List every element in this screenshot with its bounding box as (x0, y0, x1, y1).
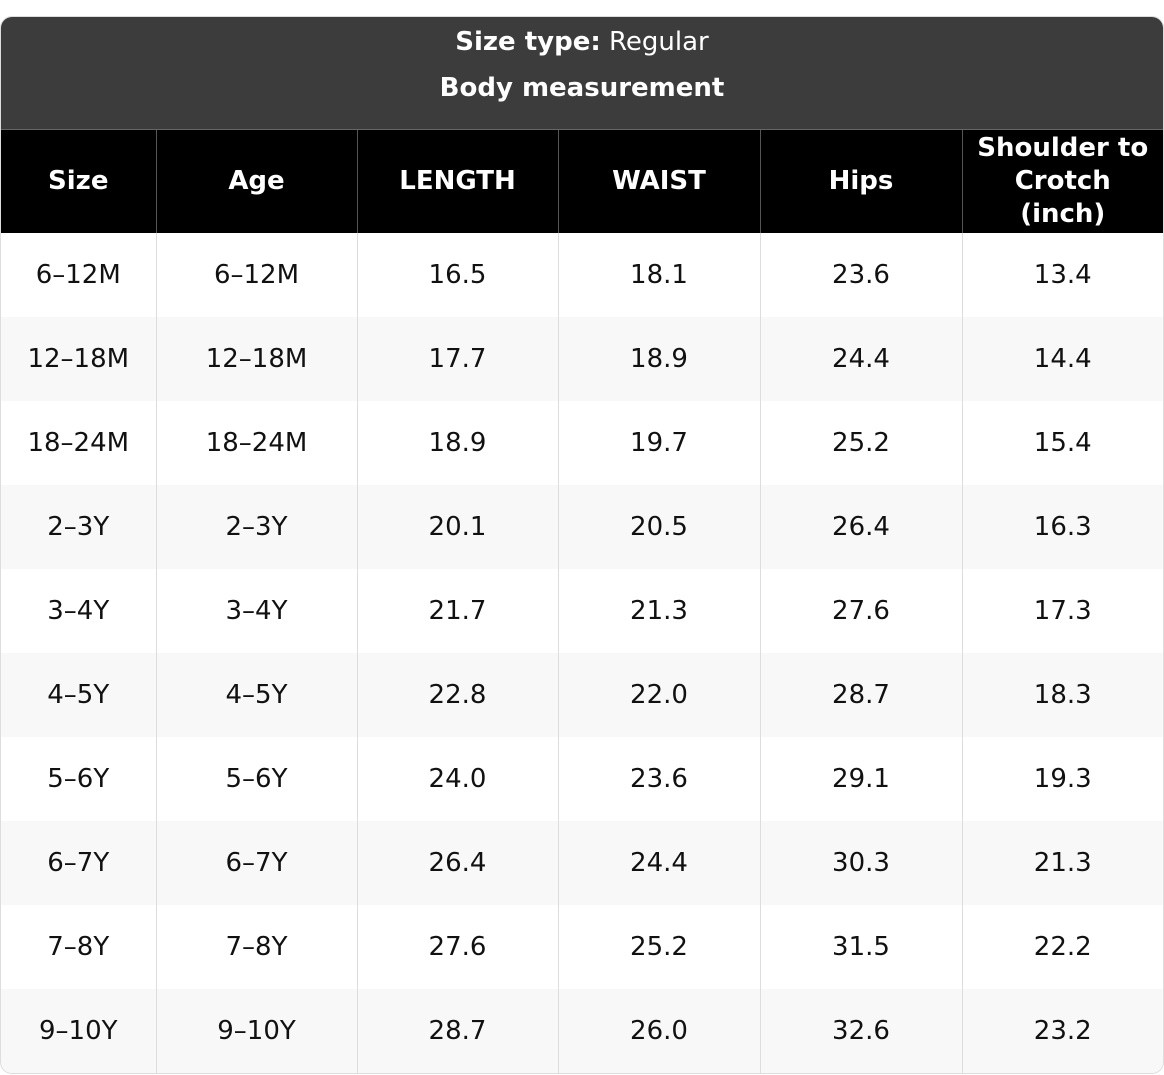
table-cell: 18.9 (557, 317, 760, 401)
size-chart: Size type: Regular Body measurement Size… (0, 16, 1164, 1074)
table-cell: 19.3 (961, 737, 1163, 821)
table-cell: 5–6Y (47, 764, 110, 794)
header-row: Size Age LENGTH WAIST Hips Shoulder to Crotch… (1, 130, 1163, 233)
table-cell: 6–12M (155, 233, 357, 317)
table-cell: 17.7 (356, 317, 558, 401)
table-cell: 21.3 (557, 569, 760, 653)
table-cell: 20.1 (356, 485, 558, 569)
table-row: 6–7Y 6–7Y 26.4 24.4 30.3 21.3 (1, 821, 1163, 905)
size-type-label: Size type: (455, 27, 601, 57)
table-cell: 28.7 (759, 653, 962, 737)
table-cell: 18.3 (961, 653, 1163, 737)
table-cell: 12–18M (1, 317, 156, 401)
table-cell: 30.3 (759, 821, 962, 905)
table-cell: 25.2 (759, 401, 962, 485)
table-cell: 26.0 (557, 989, 760, 1073)
size-type-value: Regular (609, 27, 709, 57)
table-cell: 7–8Y (47, 932, 110, 962)
table-cell: 24.4 (557, 821, 760, 905)
table-cell: 14.4 (961, 317, 1163, 401)
table-cell: 6–12M (35, 260, 121, 290)
table-cell: 32.6 (759, 989, 962, 1073)
table-cell: 18–24M (155, 401, 357, 485)
table-row: 2–3Y 2–3Y 20.1 20.5 26.4 16.3 (1, 485, 1163, 569)
table-cell: 26.4 (759, 485, 962, 569)
table-row: 6–12M 6–12M 16.5 18.1 23.6 13.4 (1, 233, 1163, 317)
table-cell: 18.9 (356, 401, 558, 485)
table-title: Body measurement (439, 73, 725, 103)
table-cell: 23.6 (759, 233, 962, 317)
table-cell: 26.4 (356, 821, 558, 905)
table-cell: 27.6 (759, 569, 962, 653)
table-cell: 4–5Y (155, 653, 357, 737)
table-cell: 13.4 (961, 233, 1163, 317)
table-cell: 6–7Y (1, 821, 156, 905)
table-cell: 4–5Y (1, 653, 156, 737)
table-cell: 2–3Y (155, 485, 357, 569)
table-row: 3–4Y 3–4Y 21.7 21.3 27.6 17.3 (1, 569, 1163, 653)
table-cell: 22.0 (557, 653, 760, 737)
size-type: Size type: Regular (1, 17, 1163, 63)
table-cell: 27.6 (356, 905, 558, 989)
measurement-table: Size Age LENGTH WAIST Hips Shoulder to Crotch… (1, 130, 1163, 1073)
table-cell: 5–6Y (155, 737, 357, 821)
column-header: Hips (759, 130, 962, 233)
table-cell: 22.8 (356, 653, 558, 737)
table-cell: 28.7 (356, 989, 558, 1073)
table-cell: 24.0 (356, 737, 558, 821)
table-row: 4–5Y 4–5Y 22.8 22.0 28.7 18.3 (1, 653, 1163, 737)
column-header: Shoulder to Crotch (inch) (961, 130, 1163, 233)
table-cell: 18.1 (557, 233, 760, 317)
table-cell: 31.5 (759, 905, 962, 989)
table-cell: 19.7 (557, 401, 760, 485)
column-header: WAIST (557, 130, 760, 233)
chart-header: Size type: Regular Body measurement (1, 17, 1163, 130)
table-cell: 16.5 (356, 233, 558, 317)
table-body: 6–12M 6–12M 16.5 18.1 23.6 13.4 12–18M 12–18M 17… (1, 233, 1163, 1073)
table-row: 5–6Y 5–6Y 24.0 23.6 29.1 19.3 (1, 737, 1163, 821)
table-cell: 16.3 (961, 485, 1163, 569)
table-cell: 6–7Y (155, 821, 357, 905)
table-cell: 21.3 (961, 821, 1163, 905)
table-cell: 15.4 (961, 401, 1163, 485)
table-row: 7–8Y 7–8Y 27.6 25.2 31.5 22.2 (1, 905, 1163, 989)
column-header: LENGTH (356, 130, 558, 233)
table-row: 18–24M 18–24M 18.9 19.7 25.2 15.4 (1, 401, 1163, 485)
table-cell: 9–10Y (1, 989, 156, 1073)
table-cell: 3–4Y (47, 596, 110, 626)
column-header: Age (155, 130, 357, 233)
table-cell: 18–24M (27, 428, 130, 458)
table-cell: 3–4Y (155, 569, 357, 653)
table-cell: 12–18M (155, 317, 357, 401)
table-cell: 9–10Y (155, 989, 357, 1073)
table-cell: 23.2 (961, 989, 1163, 1073)
table-cell: 29.1 (759, 737, 962, 821)
column-header: Size (1, 130, 156, 233)
table-cell: 17.3 (961, 569, 1163, 653)
table-row: 12–18M 12–18M 17.7 18.9 24.4 14.4 (1, 317, 1163, 401)
table-row: 9–10Y 9–10Y 28.7 26.0 32.6 23.2 (1, 989, 1163, 1073)
table-cell: 25.2 (557, 905, 760, 989)
table-cell: 20.5 (557, 485, 760, 569)
table-cell: 24.4 (759, 317, 962, 401)
table-cell: 2–3Y (1, 485, 156, 569)
table-cell: 7–8Y (155, 905, 357, 989)
table-cell: 22.2 (961, 905, 1163, 989)
table-cell: 23.6 (557, 737, 760, 821)
table-cell: 21.7 (356, 569, 558, 653)
table-head: Size Age LENGTH WAIST Hips Shoulder to Crotch… (1, 130, 1163, 233)
